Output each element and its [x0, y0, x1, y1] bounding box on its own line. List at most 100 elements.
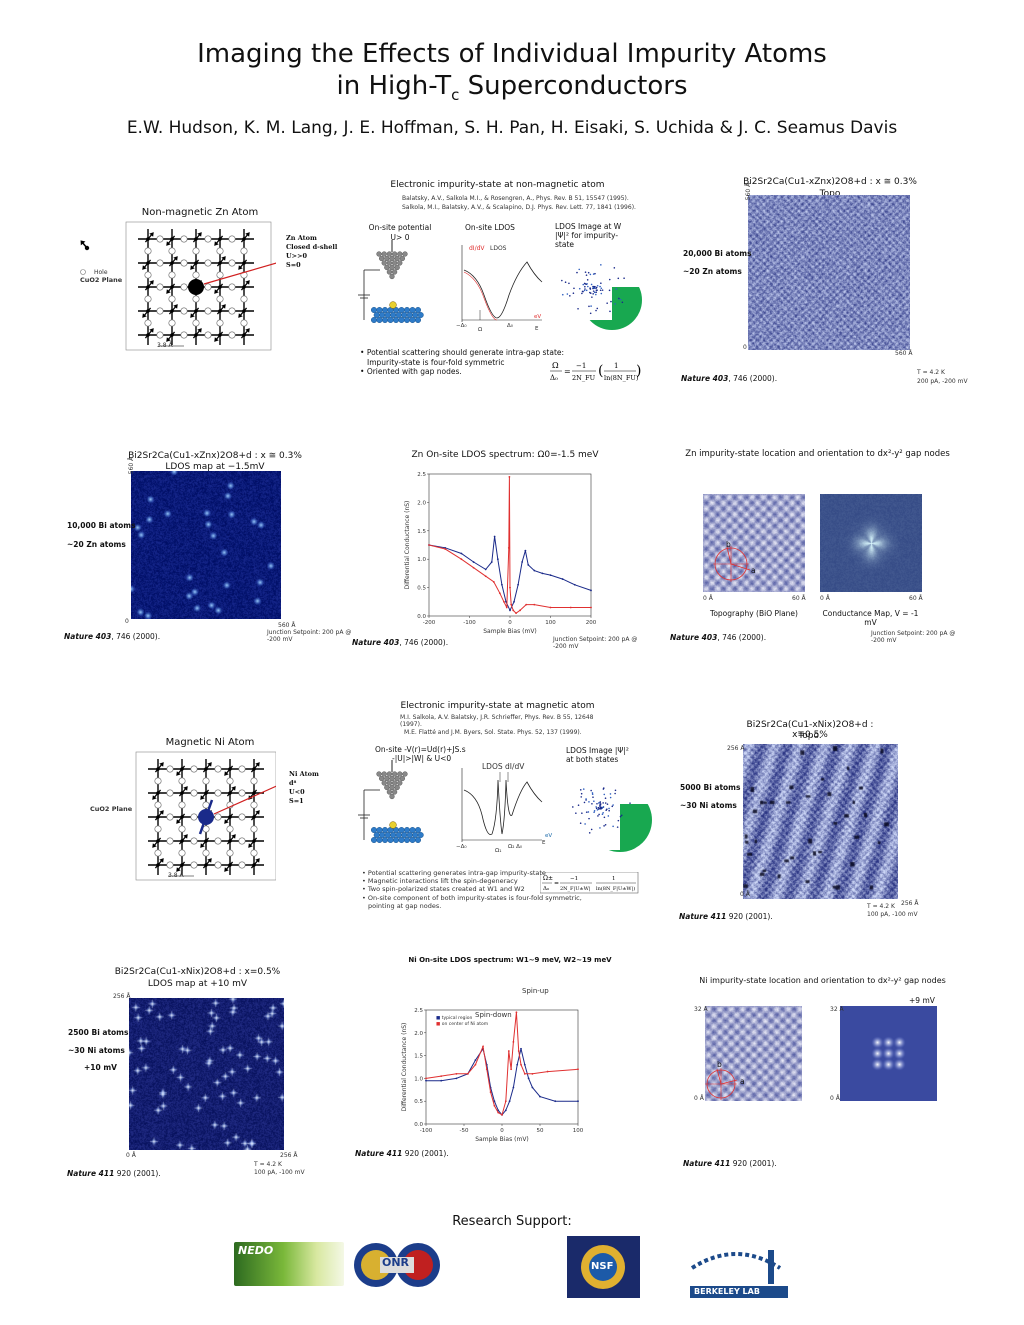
y-tick-label: 1.0: [417, 557, 426, 563]
cuo2-lattice-grid: [138, 229, 254, 345]
zn-lattice-figure: [80, 221, 276, 351]
svg-text:eV: eV: [534, 314, 541, 320]
zn-formula: Ω Δ₀ = −1 2N_FU ( 1 ln(8N_FU) ): [550, 361, 641, 382]
zn-orientation-overlay: [713, 546, 751, 582]
zn-map-sub: LDOS map at −1.5mV: [165, 462, 265, 472]
y-tick-label: 2.0: [417, 500, 426, 506]
data-point: [460, 552, 463, 555]
ni-pointer-arrow: [213, 785, 276, 815]
axis-0a: 0 Å: [740, 891, 750, 898]
axis-560-y: 560 Å: [745, 182, 753, 201]
zn-atom-props: Zn Atom Closed d-shell U>>0 S=0: [286, 234, 338, 269]
axis-0: 0: [125, 618, 129, 625]
onsite-potential-label: On-site potential: [368, 223, 432, 232]
zn-map-title: Bi2Sr2Ca(Cu1-xZnx)2O8+d : x ≅ 0.3%: [128, 451, 302, 461]
zn-theory-diagram: dI/dV LDOS −Δ₀ Ω Δ₀ E eV: [358, 240, 652, 333]
axis-560-x: 560 Å: [895, 350, 913, 357]
data-point: [512, 609, 515, 612]
data-point: [516, 1063, 519, 1066]
svg-text:−1: −1: [576, 362, 586, 370]
onr-logo: ONR: [352, 1240, 440, 1290]
data-point: [590, 589, 592, 592]
svg-text:=: =: [554, 880, 559, 887]
svg-text:2N_F|U±W|: 2N_F|U±W|: [560, 886, 591, 892]
y-tick-label: 0.0: [414, 1122, 423, 1128]
data-point: [577, 1068, 579, 1071]
temp-label: T = 4.2 K: [917, 369, 945, 376]
bi-atoms-count: 2500 Bi atoms: [68, 1028, 129, 1037]
svg-text:): ): [636, 363, 641, 379]
axis-b-label: b: [726, 540, 731, 549]
data-point: [472, 561, 475, 563]
data-point: [590, 606, 592, 609]
data-point: [507, 546, 510, 549]
spin-arrow-icon: [80, 240, 90, 251]
data-point: [512, 1086, 515, 1089]
ldos-curve: [463, 261, 543, 319]
axis-560-y: 560 Å: [128, 456, 136, 475]
data-point: [517, 583, 519, 586]
citation-zn-topo: Nature 403, 746 (2000).: [681, 374, 778, 383]
data-point: [539, 1095, 541, 1098]
data-point: [484, 568, 487, 571]
data-point: [523, 1063, 526, 1066]
svg-text:−Δ₀: −Δ₀: [456, 323, 467, 329]
y-tick-label: 1.5: [417, 529, 426, 535]
svg-text:Δ₀: Δ₀: [543, 886, 550, 892]
data-point: [521, 561, 524, 563]
ni-spin-arrow: [198, 799, 214, 835]
ni-bullets: • Potential scattering generates intra-g…: [362, 869, 582, 910]
ni-chart-legend: ■ typical region ■ on center of Ni atom: [436, 1016, 489, 1027]
data-point: [512, 1041, 515, 1043]
stm-tip: [376, 771, 408, 800]
topography-caption: Topography (BiO Plane): [710, 609, 798, 618]
data-point: [460, 558, 463, 561]
axis-b-label: b: [717, 1060, 722, 1069]
title-line-2: in High-Tc Superconductors: [336, 71, 688, 105]
axis-60: 60 Å: [909, 595, 923, 602]
y-tick-label: 2.5: [414, 1008, 423, 1014]
y-axis-label: Differential Conductance (nS): [401, 1023, 408, 1112]
ni-ref-2: M.E. Flatté and J.M. Byers, Sol. State. …: [404, 729, 582, 736]
axis-256: 256 Å: [280, 1152, 298, 1159]
ni-spectrum-chart: -100 -50 0 50 100 0.0 0.5 1.0 1.5 2.0 2.5 Sample Bi…: [401, 1008, 584, 1143]
ni-onsite-label-2: -|U|>|W| & U<0: [392, 754, 452, 763]
data-point: [510, 1068, 513, 1071]
spin-down-label: Spin-down: [475, 1011, 512, 1019]
ni-theory-diagram: −Δ₀ Ω₁ Ω₂ Δ₀ E eV: [358, 760, 657, 854]
data-point: [482, 1045, 484, 1048]
data-point: [490, 561, 493, 563]
x-tick-label: -100: [420, 1128, 433, 1134]
y-tick-label: 1.5: [414, 1054, 423, 1060]
ni-topo-sub: Topo.: [798, 731, 822, 741]
axis-0a: 0 Å: [820, 595, 830, 602]
cuo2-label: CuO2 Plane: [90, 805, 133, 813]
ni-ldos-image-label: LDOS Image |Ψ|² at both states: [566, 746, 629, 764]
svg-text:Δ₀: Δ₀: [550, 374, 558, 382]
ni-onsite-label: On-site -V(r)=Ud(r)+JS.s: [375, 745, 466, 754]
data-point: [425, 1079, 427, 1082]
axis-0a: 0 Å: [830, 1095, 840, 1102]
ni-topo-title: Bi2Sr2Ca(Cu1-xNix)2O8+d : x=0.5%: [746, 720, 874, 740]
citation-ni-location: Nature 411 920 (2001).: [683, 1159, 777, 1168]
data-point: [493, 1104, 496, 1107]
zn-impurity-atom: [188, 279, 204, 295]
data-point: [455, 1077, 458, 1080]
data-point: [531, 1086, 534, 1089]
data-point: [496, 558, 499, 561]
data-point: [554, 1100, 557, 1103]
data-point: [504, 1100, 507, 1103]
ni-formula: Ω± Δ₀ = −1 2N_F|U±W| 1 ln(8N_F|U±W|): [540, 872, 639, 894]
ni-atoms-count: ~30 Ni atoms: [68, 1046, 125, 1055]
axis-0: 0: [743, 344, 747, 351]
axis-256: 256 Å: [113, 993, 131, 1000]
ni-ldos-didv: LDOS dI/dV: [482, 762, 525, 771]
svg-text:−Δ₀: −Δ₀: [456, 844, 467, 850]
data-point: [533, 603, 536, 606]
bias-label: +9 mV: [909, 996, 935, 1005]
data-point: [493, 535, 496, 538]
data-point: [503, 600, 505, 603]
series-line-0: [426, 1047, 578, 1116]
ni-lattice-figure: [135, 751, 276, 881]
zn-ref-1: Balatsky, A.V., Salkola M.I., & Rosengre…: [402, 195, 629, 202]
